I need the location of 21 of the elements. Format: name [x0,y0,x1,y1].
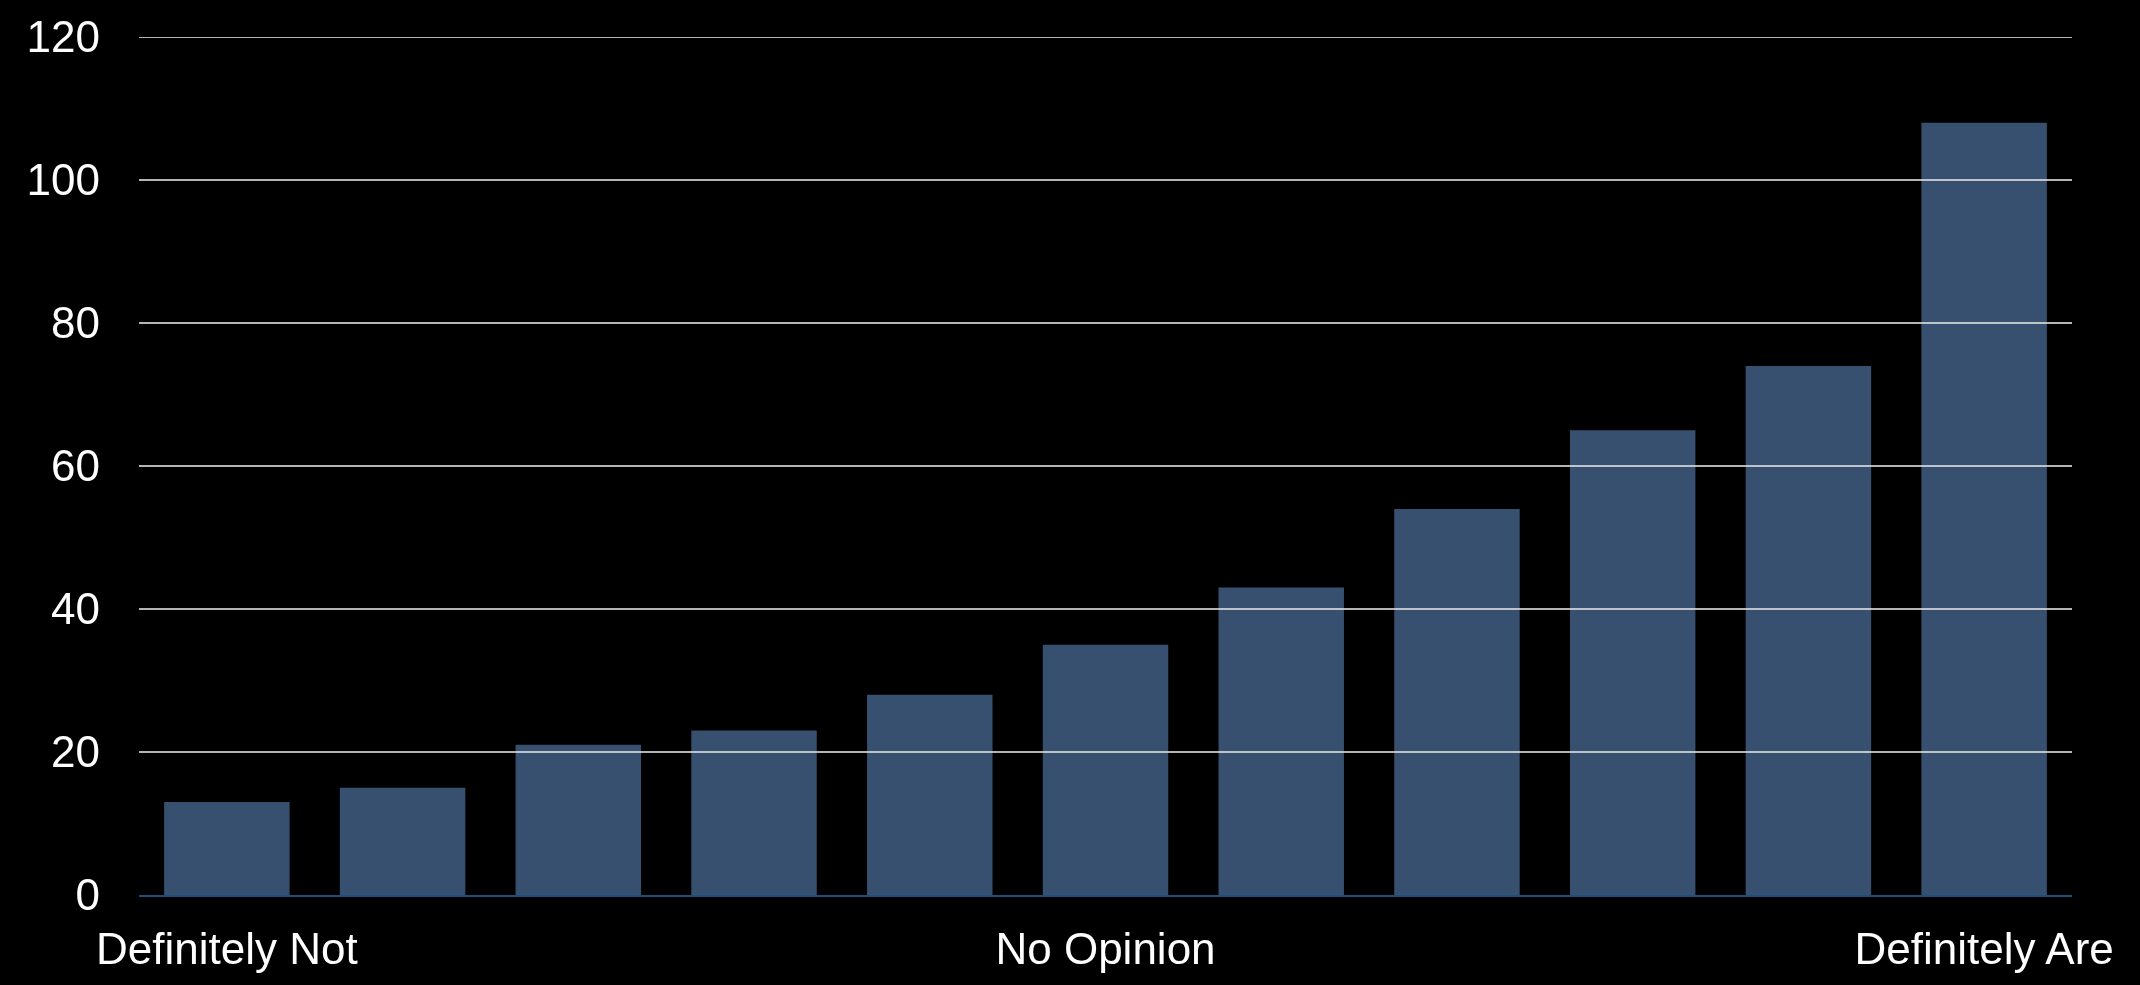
y-tick-label: 100 [26,155,100,205]
y-tick-label: 20 [51,727,100,777]
bar [691,730,817,895]
y-tick-label: 80 [51,298,100,348]
bar [867,694,993,895]
bar [1218,587,1344,895]
bar [515,744,642,895]
bar [1042,644,1169,895]
bar [164,802,290,895]
y-tick-label: 60 [51,441,100,491]
x-tick-label: Definitely Not [96,923,358,973]
x-tick-label: No Opinion [995,923,1216,973]
bar [1569,430,1696,895]
bar [339,787,466,895]
y-tick-label: 0 [75,870,100,920]
y-tick-label: 120 [26,12,100,62]
bar [1745,365,1872,895]
y-tick-label: 40 [51,584,100,634]
x-tick-label: Definitely Are [1854,923,2114,973]
bar [1394,508,1520,895]
bar [1921,122,2047,895]
